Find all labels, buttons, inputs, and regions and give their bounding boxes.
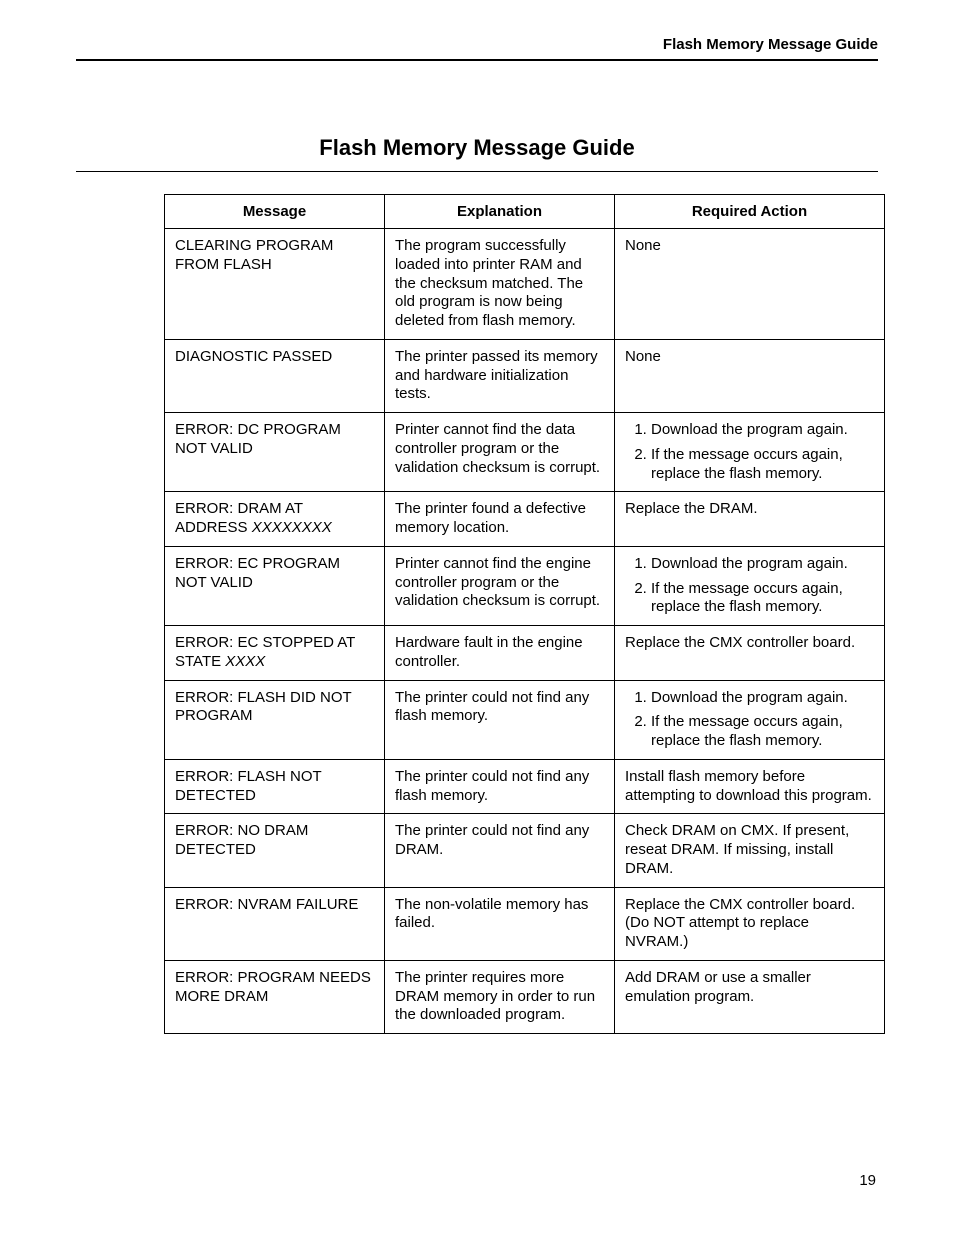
cell-action: None — [615, 229, 885, 340]
action-step: If the message occurs again, replace the… — [651, 713, 874, 751]
cell-message: ERROR: EC STOPPED AT STATE XXXX — [165, 626, 385, 681]
cell-explanation: The printer could not find any flash mem… — [385, 759, 615, 814]
action-step: If the message occurs again, replace the… — [651, 580, 874, 618]
cell-message: ERROR: NVRAM FAILURE — [165, 887, 385, 960]
table-row: ERROR: DRAM AT ADDRESS XXXXXXXX The prin… — [165, 492, 885, 547]
cell-action: Check DRAM on CMX. If present, reseat DR… — [615, 814, 885, 887]
cell-action: Download the program again. If the messa… — [615, 680, 885, 759]
cell-message-italic: XXXXXXXX — [252, 519, 332, 536]
cell-message: ERROR: FLASH NOT DETECTED — [165, 759, 385, 814]
table-row: ERROR: EC STOPPED AT STATE XXXX Hardware… — [165, 626, 885, 681]
col-header-message: Message — [165, 195, 385, 229]
cell-message: ERROR: PROGRAM NEEDS MORE DRAM — [165, 960, 385, 1033]
table-row: ERROR: NVRAM FAILURE The non-volatile me… — [165, 887, 885, 960]
table-row: CLEARING PROGRAM FROM FLASH The program … — [165, 229, 885, 340]
message-table: Message Explanation Required Action CLEA… — [164, 194, 885, 1034]
cell-message-italic: XXXX — [225, 653, 265, 670]
action-steps: Download the program again. If the messa… — [625, 689, 874, 751]
cell-explanation: The printer could not find any flash mem… — [385, 680, 615, 759]
cell-message: ERROR: EC PROGRAM NOT VALID — [165, 546, 385, 625]
page: Flash Memory Message Guide Flash Memory … — [0, 0, 954, 1235]
cell-message: ERROR: DRAM AT ADDRESS XXXXXXXX — [165, 492, 385, 547]
title-block: Flash Memory Message Guide — [76, 135, 878, 172]
cell-message: ERROR: DC PROGRAM NOT VALID — [165, 413, 385, 492]
cell-explanation: The printer passed its memory and hardwa… — [385, 339, 615, 412]
cell-action: Download the program again. If the messa… — [615, 413, 885, 492]
cell-explanation: The printer could not find any DRAM. — [385, 814, 615, 887]
table-row: ERROR: FLASH NOT DETECTED The printer co… — [165, 759, 885, 814]
running-header: Flash Memory Message Guide — [76, 36, 878, 61]
cell-explanation: The non-volatile memory has failed. — [385, 887, 615, 960]
cell-explanation: Hardware fault in the engine controller. — [385, 626, 615, 681]
action-step: Download the program again. — [651, 689, 874, 708]
table-row: ERROR: EC PROGRAM NOT VALID Printer cann… — [165, 546, 885, 625]
col-header-action: Required Action — [615, 195, 885, 229]
cell-action: Add DRAM or use a smaller emulation prog… — [615, 960, 885, 1033]
cell-message: CLEARING PROGRAM FROM FLASH — [165, 229, 385, 340]
cell-action: Replace the CMX controller board. — [615, 626, 885, 681]
cell-explanation: Printer cannot find the data controller … — [385, 413, 615, 492]
cell-action: Install flash memory before attempting t… — [615, 759, 885, 814]
cell-explanation: Printer cannot find the engine controlle… — [385, 546, 615, 625]
action-step: Download the program again. — [651, 421, 874, 440]
cell-explanation: The program successfully loaded into pri… — [385, 229, 615, 340]
table-row: ERROR: FLASH DID NOT PROGRAM The printer… — [165, 680, 885, 759]
cell-message: ERROR: FLASH DID NOT PROGRAM — [165, 680, 385, 759]
running-header-text: Flash Memory Message Guide — [663, 36, 878, 53]
cell-action: Replace the CMX controller board. (Do NO… — [615, 887, 885, 960]
cell-action: Replace the DRAM. — [615, 492, 885, 547]
cell-message: DIAGNOSTIC PASSED — [165, 339, 385, 412]
cell-explanation: The printer requires more DRAM memory in… — [385, 960, 615, 1033]
title-underline — [76, 171, 878, 172]
action-steps: Download the program again. If the messa… — [625, 421, 874, 483]
table-row: ERROR: PROGRAM NEEDS MORE DRAM The print… — [165, 960, 885, 1033]
action-step: Download the program again. — [651, 555, 874, 574]
cell-message: ERROR: NO DRAM DETECTED — [165, 814, 385, 887]
cell-action: None — [615, 339, 885, 412]
page-title: Flash Memory Message Guide — [319, 135, 634, 169]
table-header-row: Message Explanation Required Action — [165, 195, 885, 229]
action-steps: Download the program again. If the messa… — [625, 555, 874, 617]
cell-explanation: The printer found a defective memory loc… — [385, 492, 615, 547]
page-number: 19 — [859, 1172, 876, 1189]
cell-action: Download the program again. If the messa… — [615, 546, 885, 625]
table-row: ERROR: NO DRAM DETECTED The printer coul… — [165, 814, 885, 887]
action-step: If the message occurs again, replace the… — [651, 446, 874, 484]
table-row: ERROR: DC PROGRAM NOT VALID Printer cann… — [165, 413, 885, 492]
col-header-explanation: Explanation — [385, 195, 615, 229]
table-row: DIAGNOSTIC PASSED The printer passed its… — [165, 339, 885, 412]
